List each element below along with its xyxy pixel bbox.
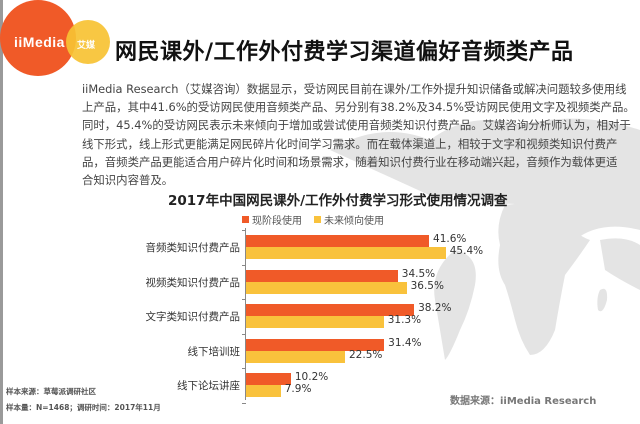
bar-value-label: 41.6% [433, 233, 467, 245]
bar-value-label: 31.4% [388, 336, 422, 349]
legend-swatch-orange-icon [242, 216, 249, 223]
axis-tick [242, 264, 246, 266]
axis-tick [242, 230, 246, 231]
y-axis-line [245, 228, 246, 400]
paragraph-line: 同时，45.4%的受访网民表示未来倾向于增加或尝试使用音频类知识付费产品。艾媒咨… [82, 118, 631, 133]
sample-source: 样本来源：草莓派调研社区 [6, 387, 96, 396]
bar-value-label: 45.4% [449, 245, 484, 257]
chart-legend: 现阶段使用 未来倾向使用 [242, 212, 384, 227]
bar-future-use [246, 350, 345, 363]
bar-value-label: 7.9% [284, 383, 312, 395]
category-label: 线下论坛讲座 [177, 380, 240, 392]
iimedia-logo: iiMedia 艾媒 [0, 0, 115, 80]
sample-size: 样本量：N=1468；调研时间：2017年11月 [6, 403, 161, 412]
axis-tick [242, 402, 246, 404]
legend-label: 未来倾向使用 [324, 216, 384, 227]
bar-current-use [246, 269, 398, 282]
left-border [0, 0, 3, 424]
bar-current-use [246, 338, 385, 351]
bar-value-label: 22.5% [349, 348, 383, 361]
paragraph-line: iiMedia Research（艾媒咨询）数据显示，受访网民目前在课外/工作外… [82, 82, 627, 96]
axis-tick [242, 333, 246, 335]
legend-label: 现阶段使用 [252, 216, 302, 227]
paragraph-line: 线下形式，线上形式更能满足网民碎片化时间学习需求。而在载体渠道上，相较于文字和视… [82, 136, 618, 151]
bar-current-use [246, 235, 430, 247]
axis-tick [242, 299, 246, 300]
page-title: 网民课外/工作外付费学习渠道偏好音频类产品 [115, 40, 574, 65]
chart-title: 2017年中国网民课外/工作外付费学习形式使用情况调查 [168, 193, 508, 209]
bar-future-use [246, 316, 384, 328]
axis-tick [242, 368, 246, 369]
legend-swatch-yellow-icon [314, 216, 321, 223]
bar-value-label: 31.3% [387, 314, 422, 326]
bar-current-use [246, 373, 291, 385]
category-label: 视频类知识付费产品 [145, 276, 241, 289]
bar-value-label: 38.2% [418, 302, 452, 314]
paragraph-line: 上产品，其中41.6%的受访网民使用音频类产品、另分别有38.2%及34.5%受… [82, 100, 635, 115]
bar-value-label: 36.5% [410, 279, 444, 292]
bar-future-use [246, 281, 407, 294]
logo-cn-text: 艾媒 [77, 41, 96, 51]
legend-item-current: 现阶段使用 [242, 212, 302, 227]
bar-value-label: 10.2% [294, 371, 329, 383]
category-label: 音频类知识付费产品 [145, 242, 241, 254]
paragraph-line: 品，音频类产品更能适合用户碎片化时间和场景需求，随着知识付费行业在移动端兴起，音… [82, 154, 618, 169]
logo-circles-icon [0, 0, 110, 76]
bar-value-label: 34.5% [401, 267, 436, 280]
bar-current-use [246, 304, 415, 316]
bar-future-use [246, 385, 281, 397]
summary-paragraph: iiMedia Research（艾媒咨询）数据显示，受访网民目前在课外/工作外… [82, 80, 635, 189]
logo-text: iiMedia [14, 34, 65, 50]
category-label: 线下培训班 [187, 345, 241, 358]
category-label: 文字类知识付费产品 [145, 311, 241, 323]
legend-item-future: 未来倾向使用 [314, 212, 384, 227]
paragraph-line: 合知识内容普及。 [82, 173, 174, 188]
data-source: 数据来源：iiMedia Research [450, 396, 597, 407]
bar-future-use [246, 247, 446, 259]
